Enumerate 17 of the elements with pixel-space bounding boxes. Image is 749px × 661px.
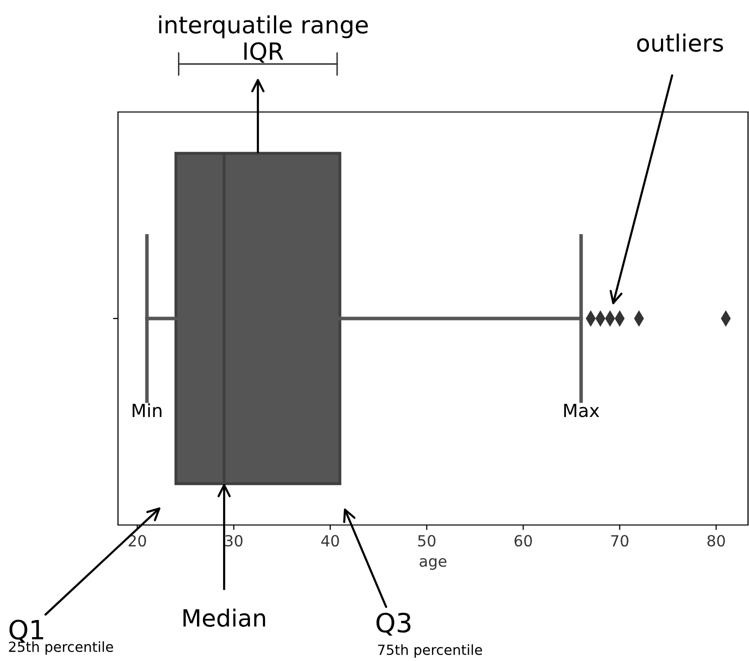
x-tick-label: 20 xyxy=(128,534,146,547)
x-tick-label: 40 xyxy=(321,534,339,547)
text: Median xyxy=(184,608,266,627)
text: 25th percentile xyxy=(9,641,114,655)
annotation: Min xyxy=(132,403,162,417)
x-tick-label: 60 xyxy=(514,534,532,547)
text: 75th percentile xyxy=(378,644,482,658)
text: outliers xyxy=(637,34,724,52)
text: interquatile range IQR xyxy=(159,15,368,63)
text: Q3 xyxy=(376,612,410,636)
x-tick-label: 50 xyxy=(418,534,436,547)
x-tick-label: 70 xyxy=(611,534,628,547)
text: Q1 xyxy=(9,620,44,643)
x-tick-label: 30 xyxy=(225,534,242,547)
x-tick-label: 80 xyxy=(707,534,725,547)
annotation: Max xyxy=(564,404,600,418)
x-axis-title: age xyxy=(420,558,446,570)
